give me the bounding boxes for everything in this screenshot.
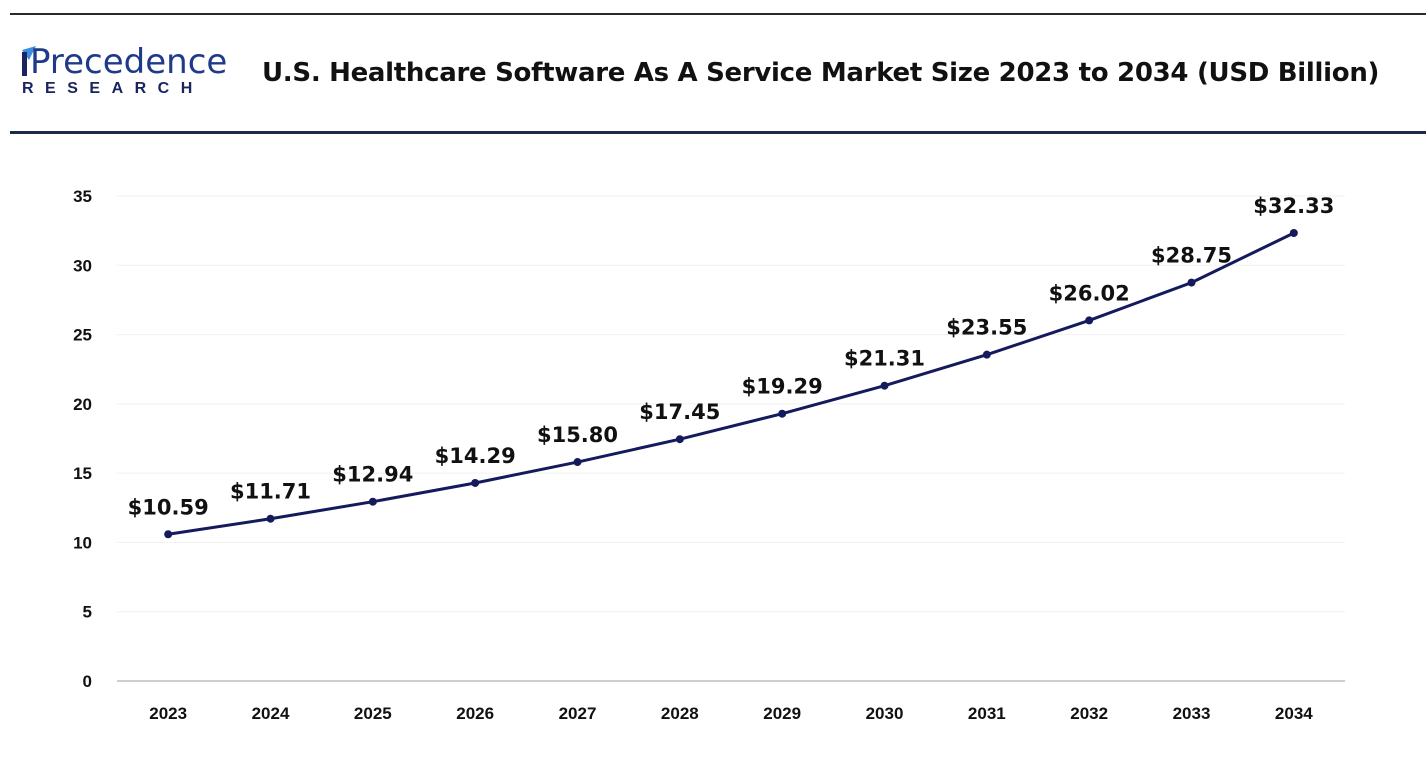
data-label: $11.71 <box>230 480 311 504</box>
data-point <box>1289 228 1298 237</box>
data-label: $14.29 <box>435 444 516 468</box>
y-tick-label: 35 <box>73 187 92 206</box>
data-point <box>1085 316 1094 325</box>
data-label: $10.59 <box>128 495 209 519</box>
logo-arrow-icon <box>22 46 36 76</box>
top-rule <box>10 13 1426 15</box>
y-tick-label: 5 <box>83 603 92 622</box>
data-label: $26.02 <box>1049 281 1130 305</box>
x-tick-label: 2027 <box>559 704 597 723</box>
x-tick-label: 2026 <box>456 704 494 723</box>
data-label: $17.45 <box>639 400 720 424</box>
data-label: $21.31 <box>844 347 925 371</box>
logo-text: Precedence <box>30 42 228 82</box>
data-point <box>266 514 275 523</box>
data-point <box>1187 278 1196 287</box>
series-line <box>167 231 1295 536</box>
x-tick-label: 2029 <box>763 704 801 723</box>
x-tick-label: 2023 <box>149 704 187 723</box>
data-label: $28.75 <box>1151 244 1232 268</box>
logo-subtext: RESEARCH <box>22 80 204 97</box>
data-point <box>880 381 889 390</box>
x-tick-label: 2030 <box>866 704 904 723</box>
y-tick-label: 25 <box>73 326 92 345</box>
y-tick-label: 30 <box>73 256 92 275</box>
data-point <box>778 409 787 418</box>
y-tick-label: 0 <box>83 672 92 691</box>
x-tick-label: 2032 <box>1070 704 1108 723</box>
x-tick-label: 2024 <box>252 704 290 723</box>
data-label: $12.94 <box>332 463 413 487</box>
data-point <box>675 435 684 444</box>
x-tick-label: 2028 <box>661 704 699 723</box>
data-point <box>164 530 173 539</box>
data-point <box>573 458 582 467</box>
data-point <box>982 350 991 359</box>
x-tick-label: 2025 <box>354 704 392 723</box>
data-point <box>471 478 480 487</box>
precedence-research-logo: Precedence RESEARCH <box>20 42 230 104</box>
header-rule <box>10 131 1426 134</box>
data-label: $15.80 <box>537 423 618 447</box>
y-tick-label: 10 <box>73 533 92 552</box>
chart-title: U.S. Healthcare Software As A Service Ma… <box>262 58 1380 88</box>
x-tick-label: 2031 <box>968 704 1006 723</box>
data-point <box>368 497 377 506</box>
x-tick-label: 2034 <box>1275 704 1313 723</box>
y-tick-label: 15 <box>73 464 92 483</box>
data-label: $32.33 <box>1253 194 1334 218</box>
data-label: $23.55 <box>946 316 1027 340</box>
x-tick-label: 2033 <box>1173 704 1211 723</box>
y-tick-label: 20 <box>73 395 92 414</box>
data-label: $19.29 <box>742 375 823 399</box>
